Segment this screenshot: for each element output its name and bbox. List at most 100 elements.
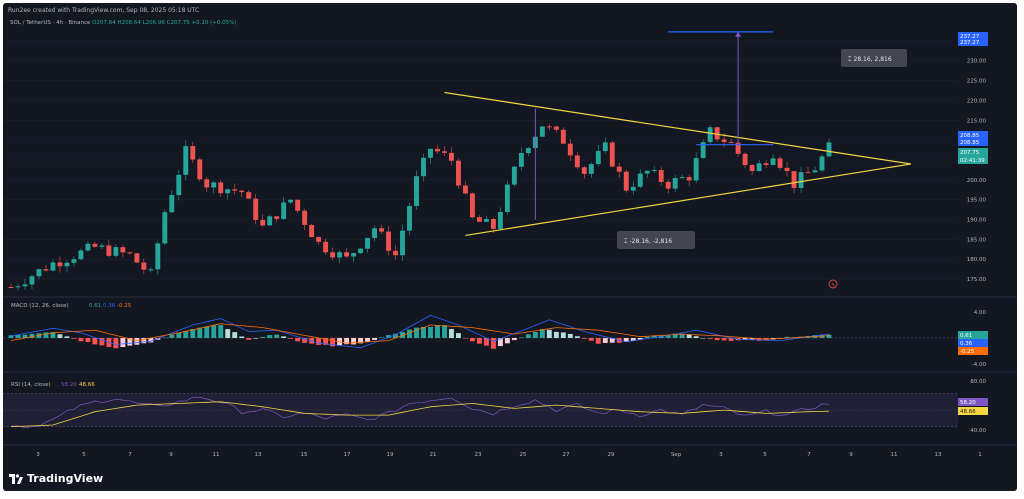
candle-body	[497, 212, 503, 229]
candle-body	[421, 157, 426, 177]
macd-histogram-bar	[469, 338, 475, 342]
candle-body	[92, 243, 98, 247]
price-axis-tick: 220.00	[967, 98, 987, 104]
candle-body	[316, 237, 322, 242]
time-axis-label: 25	[520, 452, 527, 458]
macd-histogram-bar	[651, 335, 657, 338]
price-axis-tick: 215.00	[967, 118, 987, 124]
macd-histogram-bar	[637, 338, 643, 340]
alert-marker-glyph: ϟ	[831, 283, 835, 289]
rsi-axis-tick: 40.00	[970, 428, 986, 434]
macd-histogram-bar	[92, 338, 98, 345]
macd-histogram-bar	[623, 338, 629, 342]
time-axis-label: 23	[475, 452, 482, 458]
candle-body	[707, 127, 713, 143]
candle-body	[679, 177, 685, 179]
time-axis-label: 7	[807, 452, 811, 458]
rsi-label: RSI (14, close)	[11, 382, 51, 388]
macd-histogram-bar	[64, 336, 70, 338]
candle-body	[407, 206, 412, 231]
candle-body	[490, 218, 496, 229]
candle-body	[344, 252, 350, 257]
time-axis-label: 9	[169, 452, 173, 458]
macd-axis-label-bg	[958, 339, 988, 347]
measure-up-label-box	[841, 49, 907, 67]
symbol-info-bar[interactable]: SOL / TetherUS · 4h · Binance O207.64 H2…	[10, 20, 236, 26]
candle-body	[50, 262, 56, 271]
time-axis-label: 3	[719, 452, 723, 458]
candle-body	[826, 142, 832, 157]
candle-body	[330, 252, 336, 258]
macd-histogram-bar	[225, 329, 231, 338]
candle-body	[476, 217, 482, 222]
macd-axis-tick: 4.00	[974, 310, 987, 316]
candle-body	[22, 284, 28, 287]
candle-body	[700, 142, 706, 159]
macd-histogram-bar	[504, 338, 510, 344]
candle-body	[64, 262, 70, 267]
macd-histogram-bar	[546, 329, 552, 338]
candle-body	[602, 142, 608, 152]
candle-body	[791, 171, 797, 189]
candle-body	[190, 146, 196, 160]
candle-body	[616, 166, 622, 172]
price-axis-tick: 180.00	[967, 257, 987, 263]
macd-histogram-bar	[456, 333, 461, 338]
macd-histogram-bar	[351, 338, 357, 345]
macd-histogram-bar	[372, 338, 378, 340]
candle-body	[665, 181, 671, 189]
macd-histogram-bar	[784, 336, 790, 338]
macd-histogram-bar	[581, 338, 587, 339]
rsi-axis-label: 58.20	[960, 400, 976, 406]
candle-body	[169, 195, 175, 213]
macd-histogram-bar	[302, 338, 308, 343]
candle-body	[260, 219, 266, 226]
candle-body	[686, 177, 692, 181]
rsi-axis-label-bg	[958, 407, 988, 415]
chart-canvas[interactable]: 175.00180.00185.00190.00195.00200.00205.…	[3, 3, 1017, 491]
macd-histogram-bar	[274, 334, 280, 338]
price-axis-tick: 200.00	[967, 178, 987, 184]
candle-body	[57, 262, 63, 267]
candle-body	[414, 176, 419, 207]
macd-histogram-bar	[183, 331, 189, 338]
price-axis-label: 237.27	[960, 34, 980, 40]
alert-marker-icon	[828, 279, 838, 289]
macd-histogram-bar	[134, 338, 140, 345]
candle-body	[323, 241, 329, 253]
candle-body	[518, 153, 524, 167]
tradingview-logo[interactable]: TradingView	[9, 472, 103, 485]
ohlc-values: O207.64 H208.64 L206.96 C207.75 +0.10 (+…	[92, 20, 237, 26]
macd-histogram-bar	[449, 328, 454, 338]
price-axis-tick: 185.00	[967, 237, 987, 243]
candle-body	[218, 182, 224, 194]
macd-histogram-bar	[162, 337, 168, 339]
macd-histogram-bar	[665, 335, 671, 338]
macd-histogram-bar	[288, 338, 294, 339]
price-axis-label-bg	[958, 38, 988, 46]
candle-body	[637, 173, 643, 187]
macd-histogram-bar	[253, 338, 259, 339]
candle-body	[525, 148, 531, 154]
macd-histogram-bar	[728, 338, 734, 341]
macd-histogram-bar	[672, 333, 678, 338]
candle-body	[106, 245, 112, 256]
macd-histogram-bar	[78, 338, 84, 342]
price-axis-tick: 175.00	[967, 277, 987, 283]
candle-body	[162, 212, 168, 244]
macd-histogram-bar	[246, 338, 252, 340]
candle-body	[456, 160, 461, 186]
time-axis-label: 13	[935, 452, 942, 458]
price-axis-label: 02:41:39	[960, 158, 985, 164]
macd-histogram-bar	[197, 327, 203, 338]
macd-histogram-bar	[169, 334, 175, 338]
macd-histogram-bar	[232, 332, 238, 338]
time-axis-label: 11	[213, 452, 220, 458]
candle-body	[819, 156, 825, 171]
candle-body	[588, 164, 594, 174]
candle-body	[546, 126, 552, 128]
macd-histogram-bar	[560, 332, 566, 338]
candle-body	[204, 179, 210, 188]
candle-body	[574, 155, 580, 168]
price-axis-tick: 195.00	[967, 198, 987, 204]
